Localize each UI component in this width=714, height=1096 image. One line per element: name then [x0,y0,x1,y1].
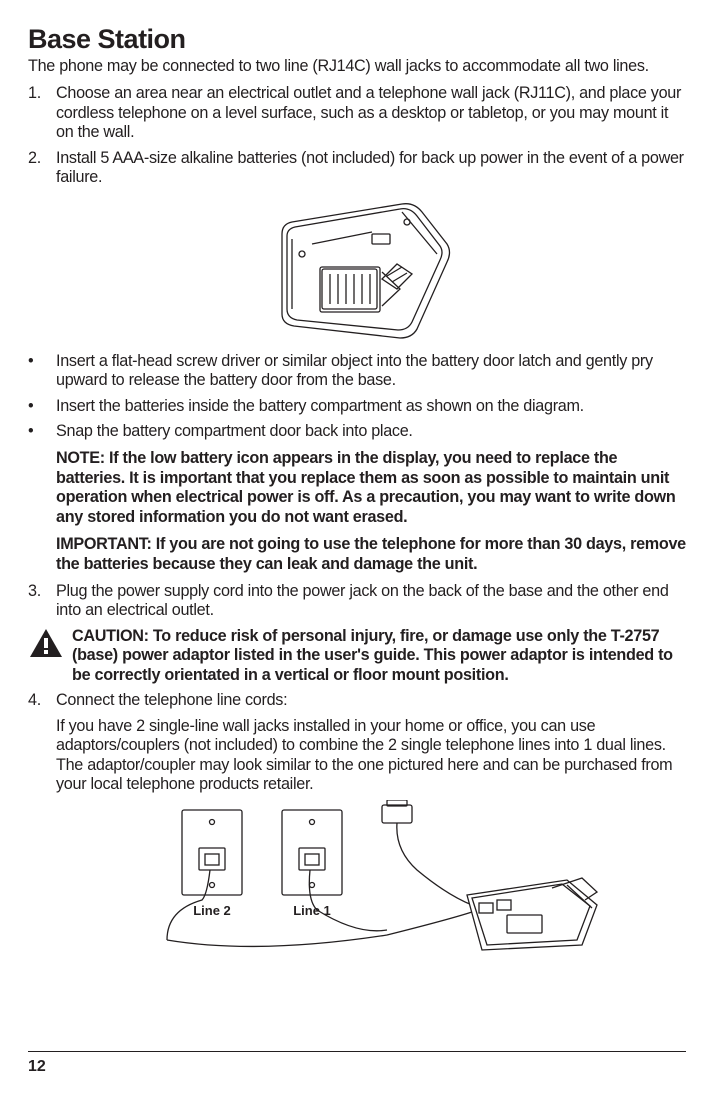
step-4-num: 4. [28,691,56,710]
footer: 12 [28,1051,686,1076]
note-text: NOTE: If the low battery icon appears in… [56,449,686,527]
page-title: Base Station [28,24,686,55]
step-1-num: 1. [28,84,56,142]
caution-text: CAUTION: To reduce risk of personal inju… [72,627,686,685]
step-4: 4. Connect the telephone line cords: [28,691,686,710]
step-3: 3. Plug the power supply cord into the p… [28,582,686,621]
bullet-1: • Insert a flat-head screw driver or sim… [28,352,686,391]
important-text: IMPORTANT: If you are not going to use t… [56,535,686,574]
page-number: 12 [28,1058,686,1076]
warning-icon [28,627,68,666]
step-4-sub: If you have 2 single-line wall jacks ins… [56,717,686,795]
figure-base-unit [28,194,686,344]
step-1-text: Choose an area near an electrical outlet… [56,84,686,142]
bullet-1-marker: • [28,352,56,391]
bullet-3-marker: • [28,422,56,441]
bullet-3: • Snap the battery compartment door back… [28,422,686,441]
bullet-2-text: Insert the batteries inside the battery … [56,397,584,416]
step-3-num: 3. [28,582,56,621]
intro-text: The phone may be connected to two line (… [28,57,686,76]
footer-divider [28,1051,686,1052]
line2-label: Line 2 [193,903,231,918]
bullet-2: • Insert the batteries inside the batter… [28,397,686,416]
step-2-num: 2. [28,149,56,188]
line1-label: Line 1 [293,903,331,918]
bullet-2-marker: • [28,397,56,416]
step-2-text: Install 5 AAA-size alkaline batteries (n… [56,149,686,188]
bullet-3-text: Snap the battery compartment door back i… [56,422,413,441]
step-3-text: Plug the power supply cord into the powe… [56,582,686,621]
figure-wiring: Line 2 Line 1 [28,800,686,960]
step-4-text: Connect the telephone line cords: [56,691,287,710]
bullet-1-text: Insert a flat-head screw driver or simil… [56,352,686,391]
step-2: 2. Install 5 AAA-size alkaline batteries… [28,149,686,188]
caution-block: CAUTION: To reduce risk of personal inju… [28,627,686,685]
step-1: 1. Choose an area near an electrical out… [28,84,686,142]
